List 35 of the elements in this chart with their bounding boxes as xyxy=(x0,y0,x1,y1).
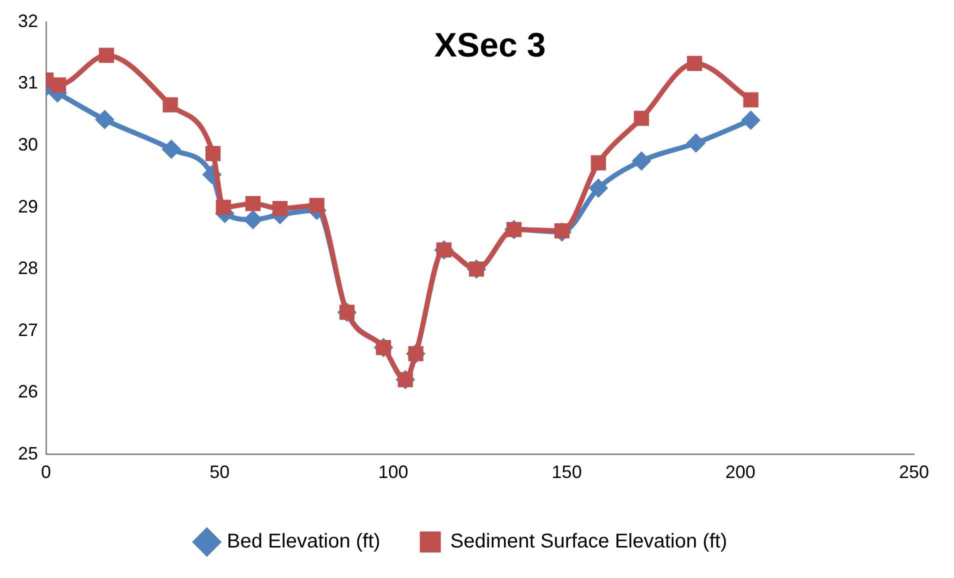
point xyxy=(743,92,758,108)
x-tick-label: 0 xyxy=(41,462,52,482)
point xyxy=(162,140,181,159)
y-tick-label: 26 xyxy=(18,382,38,402)
y-tick-label: 32 xyxy=(18,10,38,31)
x-tick-label: 150 xyxy=(552,462,582,482)
point xyxy=(245,196,261,212)
point xyxy=(95,110,114,130)
legend-label: Sediment Surface Elevation (ft) xyxy=(450,530,728,553)
point xyxy=(588,178,608,198)
chart-title: XSec 3 xyxy=(434,26,546,64)
point xyxy=(216,200,232,215)
point xyxy=(632,151,651,170)
point xyxy=(590,155,606,170)
x-tick-label: 200 xyxy=(725,462,756,482)
x-tick-label: 50 xyxy=(210,462,230,482)
y-tick-label: 31 xyxy=(18,72,38,93)
y-tick-label: 25 xyxy=(18,443,38,464)
point xyxy=(687,56,702,71)
point xyxy=(162,97,178,112)
point xyxy=(634,110,650,126)
point xyxy=(741,110,760,130)
y-tick-label: 29 xyxy=(18,196,38,216)
point xyxy=(98,48,114,63)
y-tick-label: 27 xyxy=(18,320,38,340)
x-tick-label: 100 xyxy=(378,462,408,482)
x-tick-label: 250 xyxy=(898,462,930,482)
point xyxy=(205,146,221,162)
y-tick-label: 30 xyxy=(18,134,38,155)
legend-label: Bed Elevation (ft) xyxy=(226,530,380,553)
point xyxy=(272,200,288,216)
point xyxy=(50,77,66,93)
y-tick-label: 28 xyxy=(18,258,38,278)
point xyxy=(309,198,324,214)
point xyxy=(686,134,706,153)
